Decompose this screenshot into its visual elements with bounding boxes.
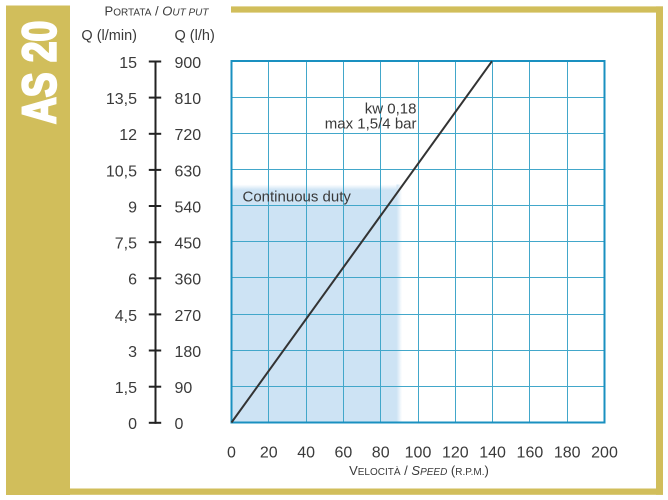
svg-text:0: 0 [227, 445, 236, 462]
svg-text:100: 100 [405, 445, 432, 462]
svg-text:10,5: 10,5 [106, 163, 137, 180]
svg-text:360: 360 [175, 272, 202, 289]
svg-text:810: 810 [175, 91, 202, 108]
svg-text:9: 9 [128, 199, 137, 216]
svg-text:20: 20 [260, 445, 278, 462]
svg-text:720: 720 [175, 127, 202, 144]
svg-text:140: 140 [479, 445, 506, 462]
svg-text:900: 900 [175, 55, 202, 72]
svg-text:max 1,5/4 bar: max 1,5/4 bar [325, 116, 417, 133]
svg-text:1,5: 1,5 [115, 380, 137, 397]
svg-text:60: 60 [335, 445, 353, 462]
svg-text:450: 450 [175, 236, 202, 253]
svg-text:200: 200 [591, 445, 618, 462]
svg-text:120: 120 [442, 445, 469, 462]
svg-text:180: 180 [175, 344, 202, 361]
svg-text:0: 0 [128, 416, 137, 433]
svg-text:AS 20: AS 20 [13, 21, 65, 124]
svg-text:3: 3 [128, 344, 137, 361]
svg-text:80: 80 [372, 445, 390, 462]
svg-text:6: 6 [128, 272, 137, 289]
svg-text:630: 630 [175, 163, 202, 180]
svg-text:Q (l/h): Q (l/h) [175, 28, 215, 44]
svg-text:0: 0 [175, 416, 184, 433]
svg-text:Q (l/min): Q (l/min) [81, 28, 137, 44]
svg-text:7,5: 7,5 [115, 236, 137, 253]
svg-text:40: 40 [297, 445, 315, 462]
svg-text:540: 540 [175, 199, 202, 216]
svg-text:12: 12 [119, 127, 137, 144]
svg-text:270: 270 [175, 308, 202, 325]
svg-text:Continuous duty: Continuous duty [243, 189, 352, 206]
svg-text:kw 0,18: kw 0,18 [365, 101, 417, 118]
svg-text:160: 160 [517, 445, 544, 462]
svg-text:PORTATA / OUT PUT: PORTATA / OUT PUT [105, 4, 210, 19]
svg-text:180: 180 [554, 445, 581, 462]
svg-text:VELOCITÀ / SPEED (R.P.M.): VELOCITÀ / SPEED (R.P.M.) [349, 463, 489, 478]
svg-text:90: 90 [175, 380, 193, 397]
svg-text:15: 15 [119, 55, 137, 72]
svg-text:13,5: 13,5 [106, 91, 137, 108]
svg-text:4,5: 4,5 [115, 308, 137, 325]
